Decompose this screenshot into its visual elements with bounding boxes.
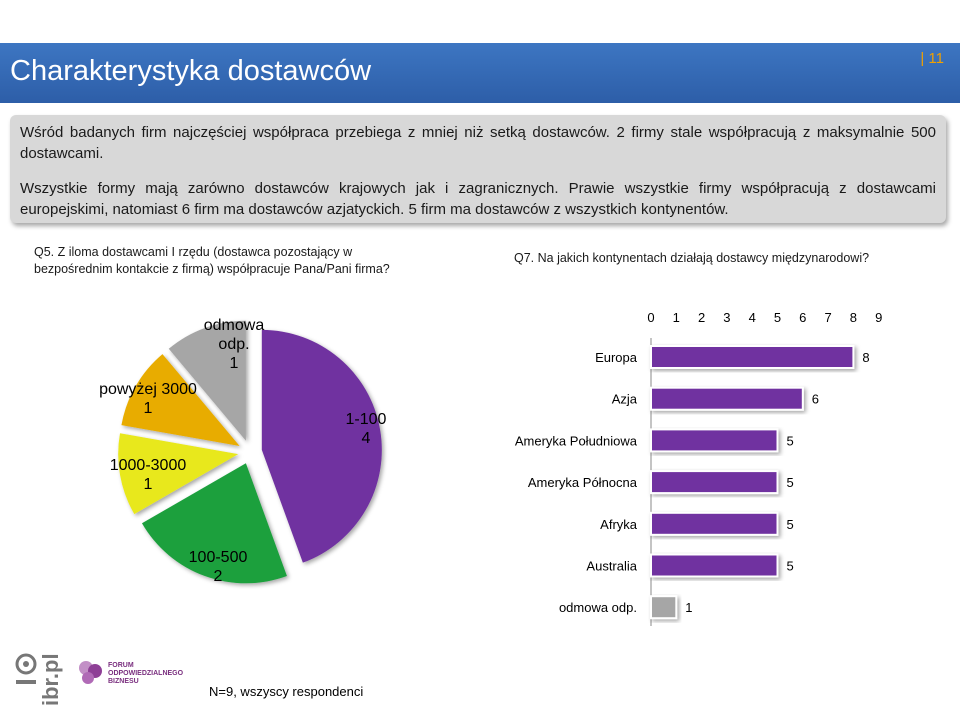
data-label-3: 5 <box>787 433 794 448</box>
pie-label-1: 1-100 4 <box>346 411 387 447</box>
pie-slice-2 <box>141 463 287 584</box>
data-label-2: 6 <box>812 392 819 407</box>
data-label-6: 5 <box>787 559 794 574</box>
footer-note: N=9, wszyscy respondenci <box>209 684 364 699</box>
pie-slice-3 <box>118 433 239 515</box>
forum-logo: FORUM ODPOWIEDZIALNEGO BIZNESU <box>76 656 206 700</box>
bar-7 <box>650 595 678 620</box>
data-label-4: 5 <box>787 475 794 490</box>
bar-1 <box>650 345 855 369</box>
data-label-5: 5 <box>787 517 794 532</box>
category-label-6: Australia <box>586 559 637 574</box>
pie-label-2: 100-500 2 <box>189 549 248 585</box>
data-label-1: 8 <box>862 350 869 365</box>
bar-4 <box>650 470 779 495</box>
pie-slice-4 <box>121 354 240 446</box>
ibr-logo-text: ibr.pl <box>38 653 63 706</box>
summary-paragraph-1: Wśród badanych firm najczęściej współpra… <box>20 124 936 162</box>
summary-box: Wśród badanych firm najczęściej współpra… <box>10 115 946 223</box>
pie-slice-1 <box>261 329 382 563</box>
bar-6 <box>650 553 779 578</box>
summary-paragraph-2: Wszystkie formy mają zarówno dostawców k… <box>20 180 936 218</box>
category-label-4: Ameryka Północna <box>528 475 638 490</box>
x-tick-label-1: 1 <box>673 310 680 325</box>
page-number: | 11 <box>920 50 944 67</box>
page-title: Charakterystyka dostawców <box>10 55 372 87</box>
category-label-5: Afryka <box>600 517 638 532</box>
x-tick-label-5: 5 <box>774 310 781 325</box>
x-tick-label-9: 9 <box>875 310 882 325</box>
pie-label-4: powyżej 3000 1 <box>99 381 197 417</box>
x-tick-label-6: 6 <box>799 310 806 325</box>
bar-2 <box>650 386 804 411</box>
x-tick-label-8: 8 <box>850 310 857 325</box>
bar-5 <box>650 511 779 536</box>
x-tick-label-3: 3 <box>723 310 730 325</box>
category-label-7: odmowa odp. <box>559 600 637 615</box>
category-label-1: Europa <box>595 350 638 365</box>
forum-logo-mark <box>79 661 102 684</box>
x-tick-label-4: 4 <box>749 310 756 325</box>
category-label-2: Azja <box>612 392 638 407</box>
ibr-logo: ibr.pl <box>15 653 63 706</box>
title-bar: Charakterystyka dostawców <box>0 43 960 103</box>
bar-3 <box>650 428 779 453</box>
question-q5: Q5. Z iloma dostawcami I rzędu (dostawca… <box>34 245 390 276</box>
pie-label-5: odmowa odp. 1 <box>204 317 265 372</box>
data-label-7: 1 <box>685 600 692 615</box>
category-label-3: Ameryka Południowa <box>515 433 638 448</box>
bar-chart: 0 1 2 3 4 5 6 7 8 9 Europa 8 Azja 6 Ameryka Południowa… <box>515 310 882 626</box>
x-tick-label-0: 0 <box>647 310 654 325</box>
x-tick-label-7: 7 <box>824 310 831 325</box>
pie-chart: 1-100 4 100-500 2 1000-3000 1 powyżej 3000 1odm… <box>99 317 386 585</box>
pie-slice-5 <box>168 320 246 441</box>
forum-logo-text: FORUM ODPOWIEDZIALNEGO BIZNESU <box>108 662 184 685</box>
pie-label-3: 1000-3000 1 <box>110 457 187 493</box>
x-tick-label-2: 2 <box>698 310 705 325</box>
question-q7: Q7. Na jakich kontynentach działają dost… <box>514 251 870 265</box>
